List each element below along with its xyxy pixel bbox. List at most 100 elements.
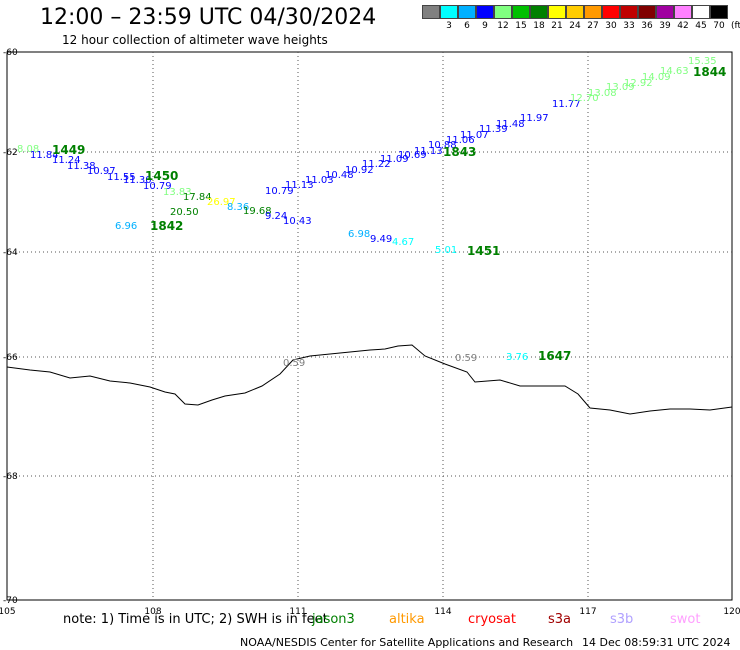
legend-label: 3 [446, 21, 452, 31]
wave-height-reading: 13.08 [588, 88, 617, 99]
legend-swatch [584, 5, 602, 19]
wave-height-reading: 11.22 [362, 159, 391, 170]
legend-swatch [422, 5, 440, 19]
legend-swatch [548, 5, 566, 19]
wave-height-reading: 10.92 [345, 165, 374, 176]
wave-height-reading: 4.67 [392, 237, 414, 248]
legend-swatch [530, 5, 548, 19]
legend-label: 15 [515, 21, 527, 31]
sat-label-jason3: jason3 [312, 612, 355, 627]
wave-height-reading: 26.97 [207, 197, 236, 208]
wave-height-reading: 13.83 [163, 187, 192, 198]
color-legend [422, 5, 728, 19]
lon-tick-label: 105 [0, 607, 16, 617]
legend-swatch [476, 5, 494, 19]
wave-height-reading: 11.38 [67, 161, 96, 172]
wave-height-reading: 11.30 [123, 175, 152, 186]
legend-swatch [656, 5, 674, 19]
wave-height-reading: 14.63 [660, 66, 689, 77]
legend-swatch [620, 5, 638, 19]
wave-height-reading: 11.84 [30, 150, 59, 161]
credit-text: NOAA/NESDIS Center for Satellite Applica… [240, 636, 574, 649]
lat-tick-label: -62 [3, 148, 18, 158]
map-subtitle: 12 hour collection of altimeter wave hei… [62, 33, 328, 47]
pass-time-label: 1449 [52, 143, 85, 157]
wave-height-reading: 9.24 [265, 211, 287, 222]
legend-label: 18 [533, 21, 545, 31]
wave-height-reading: 8.08 [17, 144, 39, 155]
legend-unit: (ft) [731, 21, 740, 31]
wave-height-reading: 11.97 [520, 113, 549, 124]
sat-label-altika: altika [389, 612, 425, 627]
wave-height-reading: 11.24 [52, 155, 81, 166]
pass-time-label: 1451 [467, 244, 500, 258]
wave-height-reading: 11.09 [380, 154, 409, 165]
sat-label-s3a: s3a [548, 612, 572, 627]
legend-label: 30 [605, 21, 617, 31]
wave-height-reading: 19.68 [243, 206, 272, 217]
legend-label: 33 [623, 21, 635, 31]
pass-time-label: 1843 [443, 145, 476, 159]
legend-label: 39 [659, 21, 671, 31]
pass-time-label: 1647 [538, 349, 571, 363]
legend-swatch [674, 5, 692, 19]
wave-height-reading: 6.98 [348, 229, 370, 240]
wave-height-reading: 11.13 [414, 146, 443, 157]
wave-height-reading: 14.09 [642, 72, 671, 83]
legend-label: 36 [641, 21, 653, 31]
lon-tick-label: 120 [723, 607, 740, 617]
legend-label: 6 [464, 21, 470, 31]
legend-swatch [566, 5, 584, 19]
footer-note: note: 1) Time is in UTC; 2) SWH is in fe… [63, 612, 328, 627]
wave-height-reading: 20.50 [170, 207, 199, 218]
wave-height-reading: 6.96 [115, 221, 137, 232]
lon-tick-label: 108 [144, 607, 161, 617]
lat-tick-label: -68 [3, 472, 18, 482]
legend-label: 70 [713, 21, 725, 31]
pass-time-label: 1842 [150, 219, 183, 233]
credit-timestamp: 14 Dec 08:59:31 UTC 2024 [582, 636, 731, 649]
wave-height-reading: 11.03 [305, 175, 334, 186]
wave-height-reading: 11.77 [552, 99, 581, 110]
sat-label-cryosat: cryosat [468, 612, 516, 627]
wave-height-reading: 12.70 [570, 93, 599, 104]
legend-swatch [710, 5, 728, 19]
legend-label: 21 [551, 21, 563, 31]
legend-swatch [494, 5, 512, 19]
map-frame [6, 51, 733, 601]
wave-height-reading: 9.49 [370, 234, 392, 245]
legend-label: 9 [482, 21, 488, 31]
legend-swatch [440, 5, 458, 19]
legend-label: 45 [695, 21, 707, 31]
wave-height-reading: 0.59 [455, 353, 477, 364]
legend-label: 42 [677, 21, 689, 31]
wave-height-reading: 11.39 [479, 124, 508, 135]
sat-label-s3b: s3b [610, 612, 634, 627]
wave-height-reading: 17.84 [183, 192, 212, 203]
coastline [6, 344, 733, 415]
wave-height-reading: 10.79 [265, 186, 294, 197]
wave-height-reading: 11.06 [446, 135, 475, 146]
wave-height-reading: 8.36 [227, 202, 249, 213]
wave-height-reading: 10.88 [428, 140, 457, 151]
color-legend-labels: 3 6 9 12 15 18 21 24 27 30 33 36 39 42 45 70 [422, 21, 728, 31]
sat-label-swot: swot [670, 612, 701, 627]
legend-swatch [638, 5, 656, 19]
wave-height-reading: 3.76 [506, 352, 528, 363]
lon-tick-label: 114 [434, 607, 451, 617]
wave-height-reading: 11.48 [496, 119, 525, 130]
wave-height-reading: 13.09 [606, 82, 635, 93]
legend-swatch [602, 5, 620, 19]
wave-height-reading: 10.69 [398, 150, 427, 161]
lon-tick-label: 117 [579, 607, 596, 617]
legend-label: 27 [587, 21, 599, 31]
wave-height-reading: 10.43 [283, 216, 312, 227]
wave-height-reading: 10.97 [87, 166, 116, 177]
map-title: 12:00 – 23:59 UTC 04/30/2024 [40, 5, 377, 30]
pass-time-label: 1844 [693, 65, 726, 79]
wave-height-reading: 12.92 [624, 78, 653, 89]
wave-height-reading: 15.35 [688, 56, 717, 67]
lat-tick-label: -64 [3, 248, 18, 258]
